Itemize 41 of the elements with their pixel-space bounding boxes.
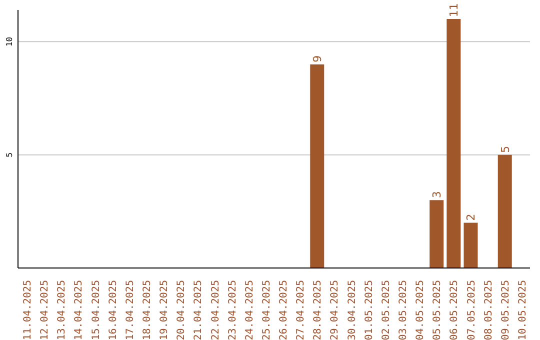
x-tick-label: 13.04.2025 <box>56 280 68 340</box>
data-label: 3 <box>430 191 444 198</box>
x-tick-label: 22.04.2025 <box>210 280 222 340</box>
x-tick-label: 03.05.2025 <box>398 280 409 340</box>
x-tick-label: 14.04.2025 <box>74 280 85 340</box>
x-tick-label: 06.05.2025 <box>449 280 460 340</box>
bar <box>446 19 461 268</box>
x-tick-label: 08.05.2025 <box>483 280 494 340</box>
y-tick-label: 10 <box>5 36 14 47</box>
x-tick-label: 18.04.2025 <box>142 280 153 340</box>
x-tick-label: 30.04.2025 <box>346 280 358 340</box>
x-tick-label: 27.04.2025 <box>296 280 307 340</box>
x-tick-label: 25.04.2025 <box>261 280 272 340</box>
data-label: 11 <box>448 3 461 18</box>
x-tick-label: 17.04.2025 <box>124 280 136 340</box>
x-tick-label: 07.05.2025 <box>466 280 478 340</box>
x-tick-label: 16.04.2025 <box>108 280 119 340</box>
data-label: 5 <box>498 146 512 153</box>
x-tick-label: 02.05.2025 <box>380 280 392 340</box>
bar <box>430 200 444 268</box>
x-tick-label: 01.05.2025 <box>364 280 375 340</box>
x-tick-label: 29.04.2025 <box>330 280 341 340</box>
bar <box>310 64 324 268</box>
bar <box>498 154 512 268</box>
data-label: 2 <box>464 214 478 221</box>
x-tick-label: 04.05.2025 <box>415 280 426 340</box>
x-tick-label: 23.04.2025 <box>227 280 238 340</box>
x-tick-label: 20.04.2025 <box>176 280 188 340</box>
x-tick-label: 28.04.2025 <box>312 280 324 340</box>
x-tick-label: 24.04.2025 <box>244 280 256 340</box>
data-label: 9 <box>311 55 324 62</box>
bar <box>464 222 478 268</box>
x-tick-label: 12.04.2025 <box>40 280 51 340</box>
x-tick-label: 09.05.2025 <box>500 280 512 340</box>
x-tick-label: 19.04.2025 <box>159 280 170 340</box>
x-tick-label: 21.04.2025 <box>193 280 204 340</box>
x-tick-label: 11.04.2025 <box>22 280 34 340</box>
x-tick-label: 15.04.2025 <box>90 280 102 340</box>
x-tick-label: 05.05.2025 <box>432 280 444 340</box>
x-tick-label: 10.05.2025 <box>517 280 528 340</box>
x-tick-label: 26.04.2025 <box>278 280 290 340</box>
